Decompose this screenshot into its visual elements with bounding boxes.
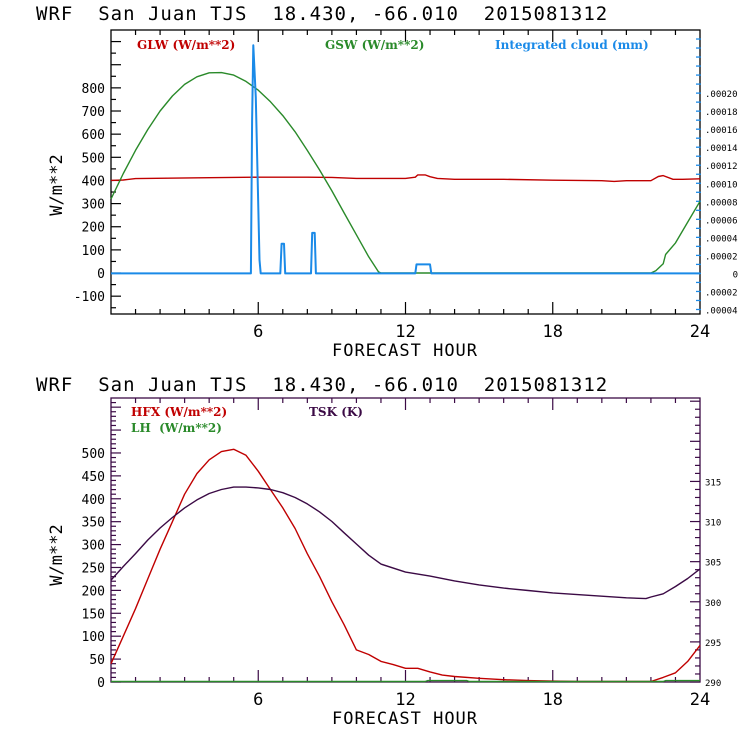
bottom-plot-frame [110,397,701,683]
x-tick-label: 18 [543,690,563,710]
y2-tick-label: .00004 [705,234,738,244]
x-tick-label: 24 [690,322,710,342]
y-tick-label: 800 [82,82,105,97]
bottom-axis-ticks: 6 12 18 24 0 50 100 150 200 250 300 350 400 450 500 290… [82,398,721,710]
series-line-lh [111,679,700,683]
legend-cloud: Integrated cloud (mm) [495,38,649,52]
x-tick-label: 24 [690,690,710,710]
y-tick-label: 450 [82,470,105,485]
y-tick-label: 500 [82,447,105,462]
y2-tick-label: .00018 [705,108,738,118]
x-tick-label: 12 [395,690,415,710]
bottom-chart-title: WRF San Juan TJS 18.430, -66.010 2015081… [36,374,608,396]
y-tick-label: 350 [82,516,105,531]
y-tick-label: 50 [89,653,105,668]
top-chart: WRF San Juan TJS 18.430, -66.010 2015081… [36,3,738,361]
y2-tick-label: 290 [705,679,721,689]
legend-lh: LH (W/m**2) [131,421,222,435]
bottom-ylabel: W/m**2 [47,524,67,585]
y-tick-label: 300 [82,539,105,554]
y2-tick-label: 295 [705,639,721,649]
series-line-gsw [110,71,701,274]
y-tick-label: 600 [82,128,105,143]
series-line-glw [110,174,701,183]
x-tick-label: 18 [543,322,563,342]
legend-tsk: TSK (K) [309,405,363,419]
y-tick-label: 0 [97,676,105,691]
y-tick-label: 500 [82,151,105,166]
y-tick-label: 300 [82,198,105,213]
y-tick-label: 250 [82,561,105,576]
y2-tick-label: 315 [705,478,721,488]
y-tick-label: 200 [82,221,105,236]
y-tick-label: -100 [74,290,105,305]
y2-tick-label: 310 [705,519,721,529]
y2-tick-label: 0 [733,270,738,280]
y-tick-label: 200 [82,584,105,599]
top-axis-ticks: 6 12 18 24 -100 0 100 200 300 400 500 600 700 800 .000… [74,30,738,342]
legend-hfx: HFX (W/m**2) [131,405,227,419]
y2-tick-label: .00004 [705,306,738,316]
y-tick-label: 0 [97,267,105,282]
y-tick-label: 150 [82,607,105,622]
series-line-integrated [111,44,700,275]
y2-tick-label: 300 [705,599,721,609]
y2-tick-label: 305 [705,559,721,569]
y2-tick-label: .00012 [705,162,738,172]
bottom-xlabel: FORECAST HOUR [332,709,478,729]
top-plot-frame [110,29,701,315]
y2-tick-label: .00002 [705,252,738,262]
top-ylabel: W/m**2 [47,154,67,215]
bottom-series-group [110,448,701,683]
y2-tick-label: .00020 [705,90,738,100]
y2-tick-label: .00016 [705,126,738,136]
bottom-chart: WRF San Juan TJS 18.430, -66.010 2015081… [36,374,721,729]
series-line-hfx [110,448,701,683]
y2-tick-label: .00008 [705,198,738,208]
x-tick-label: 6 [253,322,263,342]
top-xlabel: FORECAST HOUR [332,341,478,361]
y2-tick-label: .00010 [705,180,738,190]
y-tick-label: 400 [82,174,105,189]
x-tick-label: 6 [253,690,263,710]
y2-tick-label: .00006 [705,216,738,226]
top-chart-title: WRF San Juan TJS 18.430, -66.010 2015081… [36,3,608,25]
legend-glw: GLW (W/m**2) [137,38,235,52]
x-tick-label: 12 [395,322,415,342]
y-tick-label: 100 [82,630,105,645]
top-series-group [110,44,701,275]
y2-tick-label: .00014 [705,144,738,154]
series-line-tsk [110,486,701,600]
y-tick-label: 400 [82,493,105,508]
y-tick-label: 100 [82,244,105,259]
y-tick-label: 700 [82,105,105,120]
legend-gsw: GSW (W/m**2) [325,38,424,52]
y2-tick-label: .00002 [705,288,738,298]
